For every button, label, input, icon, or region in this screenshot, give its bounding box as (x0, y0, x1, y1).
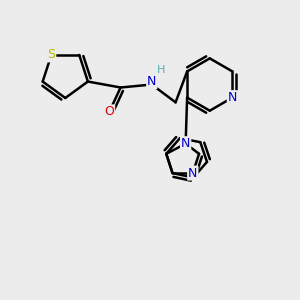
Text: S: S (47, 49, 55, 62)
Text: N: N (228, 91, 237, 104)
Text: O: O (104, 105, 114, 119)
Text: N: N (181, 137, 190, 150)
Text: N: N (147, 75, 157, 88)
Text: N: N (188, 167, 197, 180)
Text: H: H (157, 65, 165, 75)
